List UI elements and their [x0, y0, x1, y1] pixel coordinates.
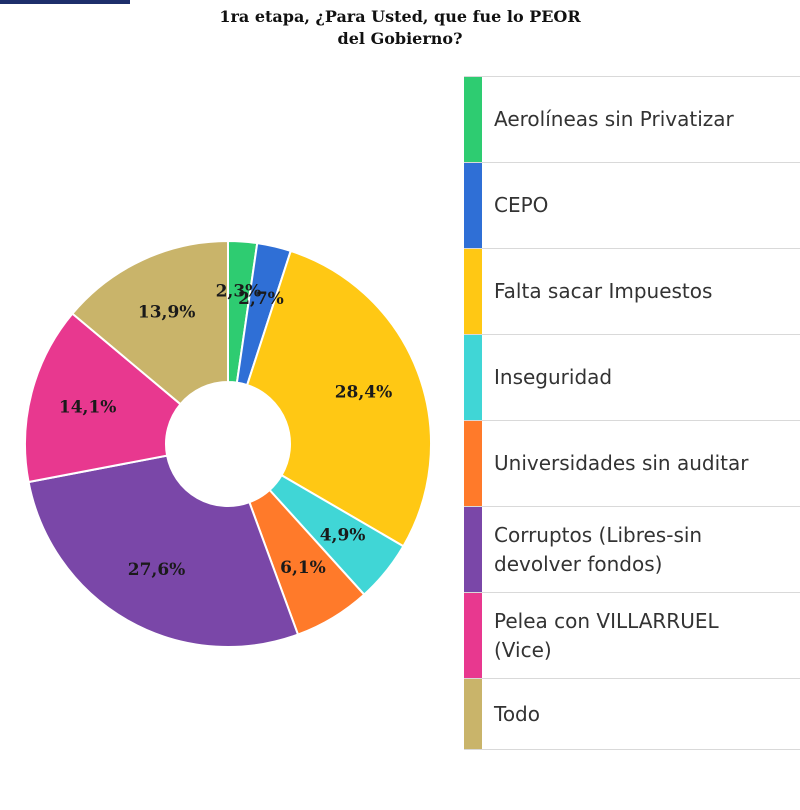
chart-title-line-1: 1ra etapa, ¿Para Usted, que fue lo PEOR — [219, 7, 581, 26]
slice-label-4: 4,9% — [320, 525, 366, 545]
legend-label-8: Todo — [494, 701, 540, 726]
donut-chart: 2,3%2,7% 28,4% 4,9% 6,1% 27,6% 14,1% 13,9% — [24, 239, 432, 648]
legend-item-7: Pelea con VILLARRUEL (Vice) — [464, 593, 800, 679]
slice-label-5: 6,1% — [280, 558, 326, 578]
legend-swatch-1 — [464, 77, 482, 162]
legend-item-6: Corruptos (Libres-sin devolver fondos) — [464, 507, 800, 593]
donut-slice-6 — [27, 454, 300, 648]
donut-slice-8 — [70, 239, 229, 406]
legend-swatch-7 — [464, 593, 482, 678]
legend-swatch-2 — [464, 163, 482, 248]
legend-item-3: Falta sacar Impuestos — [464, 249, 800, 335]
legend-item-5: Universidades sin auditar — [464, 421, 800, 507]
legend-label-4: Inseguridad — [494, 365, 613, 389]
legend-label-6: Corruptos (Libres-sin devolver fondos) — [494, 522, 703, 576]
legend-item-1: Aerolíneas sin Privatizar — [464, 77, 800, 163]
legend-swatch-4 — [464, 335, 482, 420]
donut-slice-3 — [245, 249, 432, 548]
slice-label-1: 2,3% — [216, 281, 262, 301]
legend-swatch-3 — [464, 249, 482, 334]
donut-slice-7 — [24, 312, 182, 484]
legend-swatch-8 — [464, 679, 482, 749]
legend-label-5: Universidades sin auditar — [494, 451, 749, 475]
chart-title: 1ra etapa, ¿Para Usted, que fue lo PEOR … — [150, 6, 650, 50]
chart-title-line-2: del Gobierno? — [337, 29, 463, 48]
legend-item-4: Inseguridad — [464, 335, 800, 421]
legend-label-3: Falta sacar Impuestos — [494, 279, 713, 303]
slice-label-2: 2,7% — [238, 289, 284, 309]
legend-label-1: Aerolíneas sin Privatizar — [494, 107, 734, 131]
legend-swatch-5 — [464, 421, 482, 506]
legend-label-7: Pelea con VILLARRUEL (Vice) — [494, 608, 719, 662]
slice-label-3: 28,4% — [335, 382, 393, 402]
legend-item-8: Todo — [464, 679, 800, 750]
corner-mark — [0, 0, 130, 4]
legend-label-2: CEPO — [494, 193, 549, 217]
slice-label-8: 13,9% — [138, 303, 196, 323]
slice-label-6: 27,6% — [128, 560, 186, 580]
legend-swatch-6 — [464, 507, 482, 592]
chart-legend: Aerolíneas sin Privatizar CEPO Falta sacar… — [464, 76, 800, 750]
slice-label-7: 14,1% — [59, 397, 117, 417]
legend-item-2: CEPO — [464, 163, 800, 249]
